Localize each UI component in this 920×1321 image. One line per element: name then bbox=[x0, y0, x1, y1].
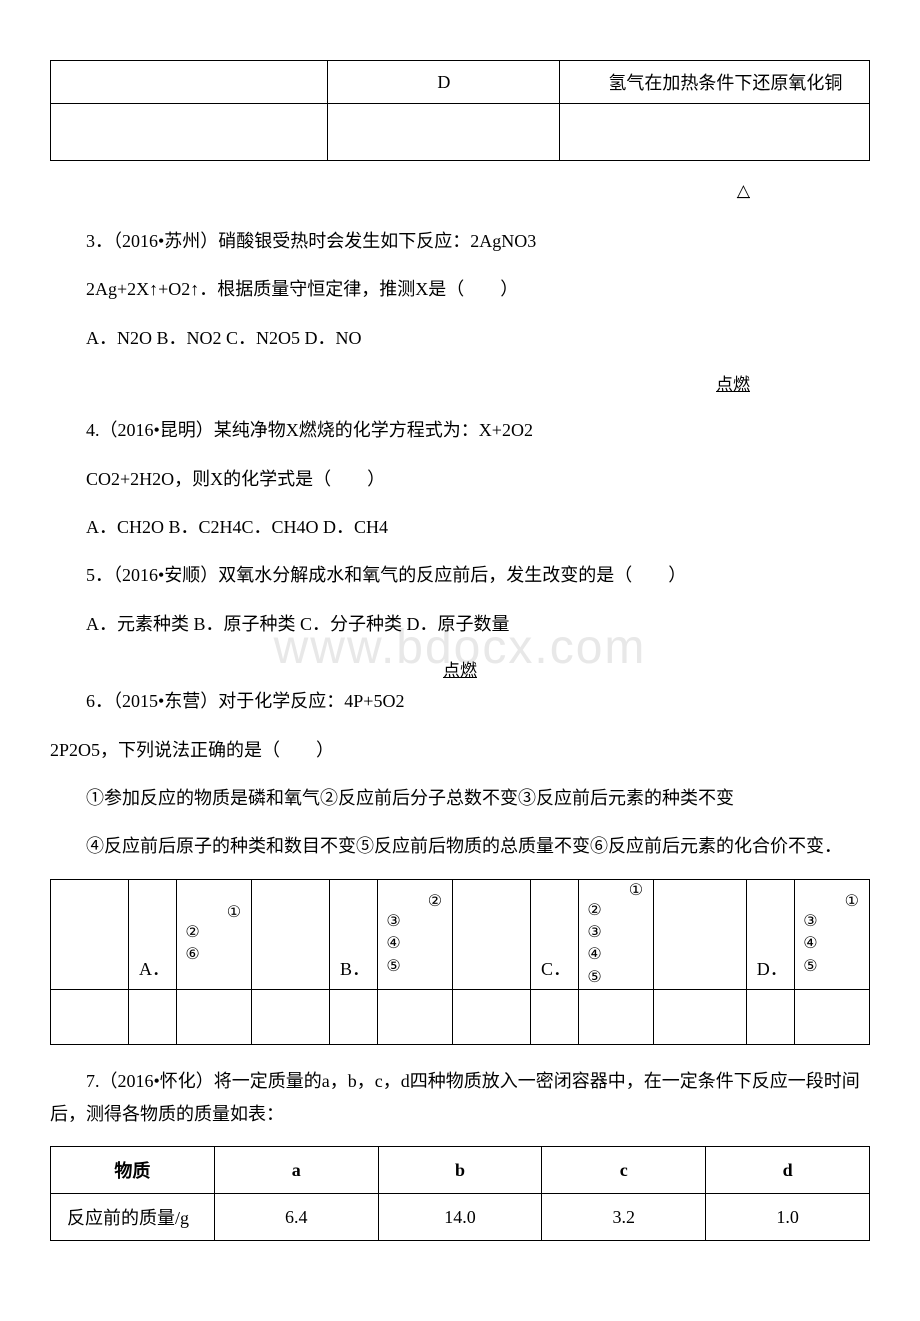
document-body: D 氢气在加热条件下还原氧化铜 △ 3．（2016•苏州）硝酸银受热时会发生如下… bbox=[50, 60, 870, 1241]
m-h5: d bbox=[706, 1147, 870, 1194]
t1-c2: D bbox=[328, 61, 560, 104]
q6-stmt1: ①参加反应的物质是磷和氧气②反应前后分子总数不变③反应前后元素的种类不变 bbox=[50, 782, 870, 814]
m-v4: 1.0 bbox=[706, 1194, 870, 1241]
q6-line1: 6．（2015•东营）对于化学反应：4P+5O2 bbox=[50, 685, 870, 717]
first-table: D 氢气在加热条件下还原氧化铜 bbox=[50, 60, 870, 161]
q4-line1: 4.（2016•昆明）某纯净物X燃烧的化学方程式为：X+2O2 bbox=[50, 414, 870, 446]
opt-a-top: ① bbox=[177, 902, 251, 922]
m-v2: 14.0 bbox=[378, 1194, 542, 1241]
m-h1: 物质 bbox=[51, 1147, 215, 1194]
m-h4: c bbox=[542, 1147, 706, 1194]
m-h2: a bbox=[214, 1147, 378, 1194]
t1-c1 bbox=[51, 61, 328, 104]
opt-blank4 bbox=[654, 879, 747, 990]
opt-a-letter: A． bbox=[128, 879, 176, 990]
opt-b-letter: B． bbox=[329, 879, 377, 990]
opt-d-letter: D． bbox=[746, 879, 794, 990]
opt-d-top: ① bbox=[795, 891, 869, 911]
opt-c-stack: ② ③ ④ ⑤ bbox=[579, 900, 653, 990]
opt-b-top: ② bbox=[378, 891, 452, 911]
q3-line1: 3．（2016•苏州）硝酸银受热时会发生如下反应：2AgNO3 bbox=[50, 225, 870, 257]
q3-line2: 2Ag+2X↑+O2↑．根据质量守恒定律，推测X是（ ） bbox=[50, 273, 870, 305]
m-h3: b bbox=[378, 1147, 542, 1194]
q3-options: A．N2O B．NO2 C．N2O5 D．NO bbox=[50, 322, 870, 354]
m-v3: 3.2 bbox=[542, 1194, 706, 1241]
t1-r2c2 bbox=[328, 104, 560, 161]
opt-c-top: ① bbox=[579, 880, 653, 900]
opt-blank2 bbox=[252, 879, 330, 990]
m-r1: 反应前的质量/g bbox=[51, 1194, 215, 1241]
mass-table: 物质 a b c d 反应前的质量/g 6.4 14.0 3.2 1.0 bbox=[50, 1146, 870, 1241]
q4-line2: CO2+2H2O，则X的化学式是（ ） bbox=[50, 463, 870, 495]
opt-blank3 bbox=[453, 879, 531, 990]
opt-a-stack: ② ⑥ bbox=[177, 922, 251, 967]
options-table: A． ① ② ⑥ B． ② ③ ④ ⑤ C． bbox=[50, 879, 870, 1046]
q6-annotation: 点燃 bbox=[50, 656, 870, 681]
t1-r2c1 bbox=[51, 104, 328, 161]
m-v1: 6.4 bbox=[214, 1194, 378, 1241]
opt-blank1 bbox=[51, 879, 129, 990]
t1-c3: 氢气在加热条件下还原氧化铜 bbox=[560, 61, 870, 104]
q5-options: A．元素种类 B．原子种类 C．分子种类 D．原子数量 bbox=[50, 608, 870, 640]
opt-c-letter: C． bbox=[531, 879, 579, 990]
q7-line1: 7.（2016•怀化）将一定质量的a，b，c，d四种物质放入一密闭容器中，在一定… bbox=[50, 1065, 870, 1130]
q3-annotation: △ bbox=[737, 181, 750, 201]
t1-r2c3 bbox=[560, 104, 870, 161]
q6-stmt2: ④反应前后原子的种类和数目不变⑤反应前后物质的总质量不变⑥反应前后元素的化合价不… bbox=[50, 830, 870, 862]
opt-d-stack: ③ ④ ⑤ bbox=[795, 911, 869, 978]
q6-line2: 2P2O5，下列说法正确的是（ ） bbox=[50, 734, 870, 766]
q4-annotation: 点燃 bbox=[716, 370, 750, 395]
opt-b-stack: ③ ④ ⑤ bbox=[378, 911, 452, 978]
q4-options: A．CH2O B．C2H4C．CH4O D．CH4 bbox=[50, 511, 870, 543]
q5-line1: 5．（2016•安顺）双氧水分解成水和氧气的反应前后，发生改变的是（ ） bbox=[50, 559, 870, 591]
